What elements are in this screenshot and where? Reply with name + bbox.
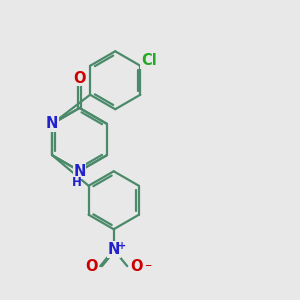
Text: O: O [85, 259, 98, 274]
Text: ⁻: ⁻ [144, 261, 151, 274]
Text: H: H [72, 176, 82, 189]
Text: O: O [73, 70, 86, 86]
Text: O: O [130, 259, 142, 274]
Text: N: N [73, 164, 86, 178]
Text: N: N [107, 242, 120, 257]
Text: Cl: Cl [141, 53, 157, 68]
Text: +: + [118, 241, 126, 251]
Text: N: N [46, 116, 58, 131]
